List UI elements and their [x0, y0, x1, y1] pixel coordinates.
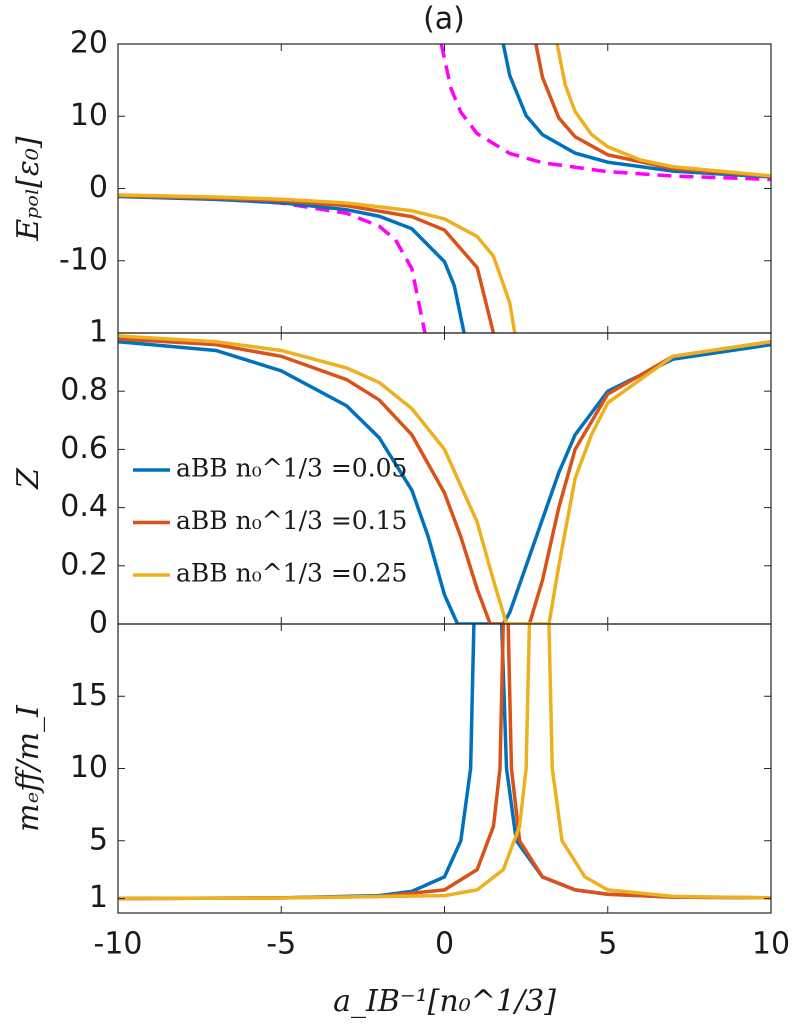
series-line: [118, 624, 771, 901]
y-tick-label: 20: [70, 26, 108, 61]
legend-label: aBB n₀^1/3 =0.05: [176, 454, 407, 483]
y-axis-label: Z: [11, 467, 46, 490]
series-line: [118, 44, 771, 333]
y-tick-label: 0.8: [60, 373, 108, 408]
y-tick-label: 10: [70, 98, 108, 133]
series-line: [118, 44, 771, 333]
axes-box: [117, 43, 772, 334]
y-tick-label: 10: [70, 750, 108, 785]
plot-area: [118, 44, 771, 333]
plot-area: [118, 334, 771, 624]
plot-area: [118, 624, 771, 901]
series-line: [118, 624, 771, 901]
y-tick-label: 1: [89, 880, 108, 915]
y-axis-label: Eₚₒₗ[ε₀]: [11, 136, 46, 242]
y-tick-label: 0.4: [60, 489, 108, 524]
x-tick-label: -5: [266, 927, 296, 962]
y-tick-label: 0: [89, 170, 108, 205]
y-tick-label: -10: [59, 242, 108, 277]
legend-label: aBB n₀^1/3 =0.15: [176, 506, 407, 535]
chart-title: (a): [423, 2, 465, 37]
series-line: [118, 624, 771, 901]
series-line: [118, 44, 771, 333]
y-tick-label: 15: [70, 678, 108, 713]
series-line: [118, 44, 771, 333]
y-tick-label: 0: [89, 606, 108, 641]
series-line: [118, 337, 771, 624]
y-tick-label: 0.6: [60, 431, 108, 466]
y-axis-label: mₑff/m_I: [11, 704, 46, 832]
x-axis-label: a_IB⁻¹[n₀^1/3]: [333, 984, 556, 1019]
x-tick-label: 10: [752, 927, 790, 962]
y-tick-label: 5: [89, 822, 108, 857]
y-tick-label: 0.2: [60, 547, 108, 582]
series-line: [118, 339, 771, 624]
x-tick-label: 0: [435, 927, 454, 962]
x-tick-label: 5: [598, 927, 617, 962]
series-line: [118, 334, 771, 624]
y-tick-label: 1: [89, 315, 108, 350]
x-tick-label: -10: [94, 927, 143, 962]
axes-box: [117, 623, 772, 914]
legend-label: aBB n₀^1/3 =0.25: [176, 559, 407, 588]
